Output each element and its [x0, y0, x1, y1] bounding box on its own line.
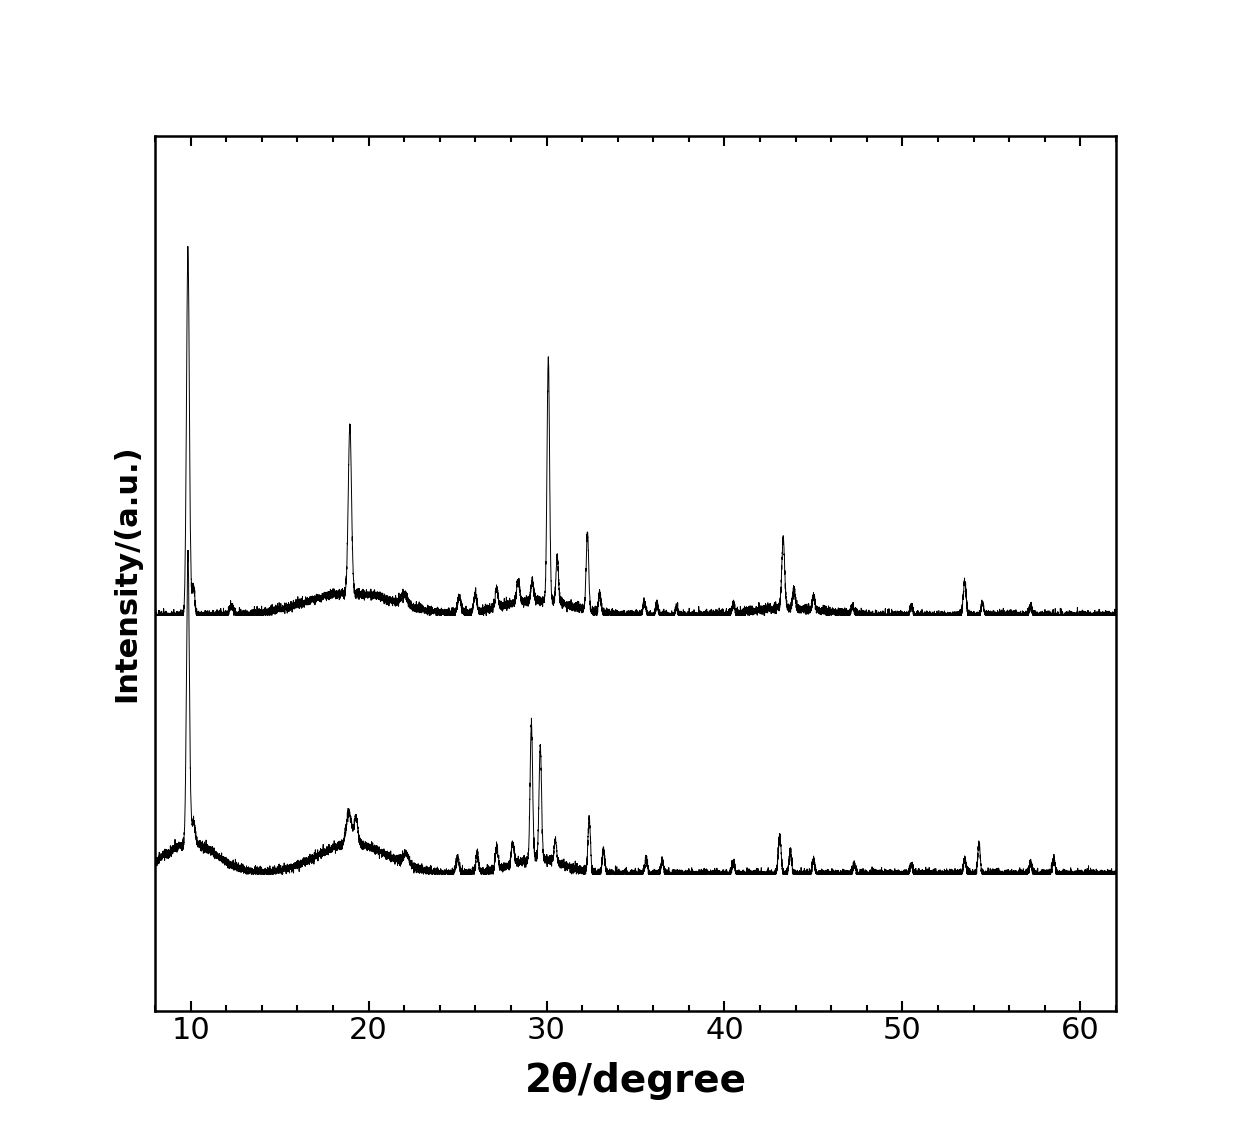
X-axis label: 2θ/degree: 2θ/degree	[525, 1061, 746, 1100]
Y-axis label: Intensity/(a.u.): Intensity/(a.u.)	[112, 445, 141, 702]
